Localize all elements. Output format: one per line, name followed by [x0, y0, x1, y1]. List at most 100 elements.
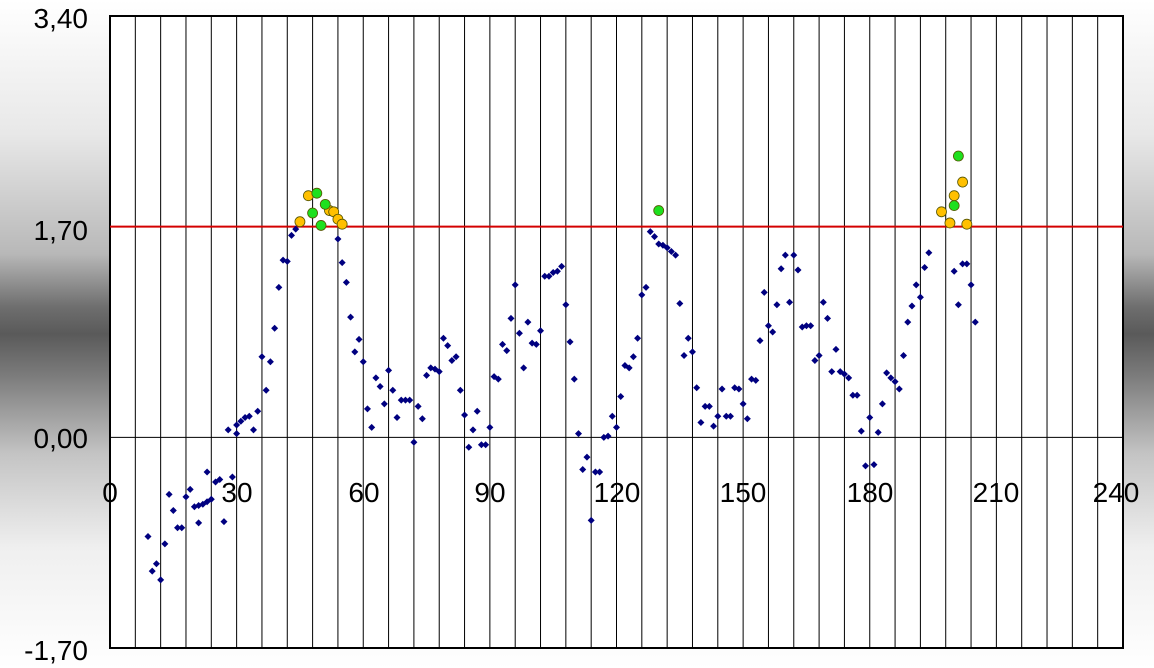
data-point — [613, 423, 620, 431]
data-point — [342, 278, 350, 286]
data-point — [220, 518, 228, 526]
data-point — [338, 259, 346, 267]
data-point — [971, 318, 979, 326]
data-point — [650, 233, 658, 241]
data-point — [562, 301, 570, 309]
data-point — [722, 412, 730, 420]
data-point — [271, 324, 279, 332]
data-point — [718, 385, 726, 393]
data-point — [228, 473, 236, 481]
x-tick-label-240: 240 — [1093, 477, 1140, 508]
data-point — [916, 293, 924, 301]
x-tick-label-90: 90 — [474, 477, 505, 508]
x-tick-label-30: 30 — [221, 477, 252, 508]
highlight-point-green — [311, 187, 323, 199]
data-point — [591, 468, 599, 476]
data-point — [735, 385, 743, 393]
data-point — [857, 427, 865, 435]
highlight-point-orange — [294, 216, 306, 228]
data-point — [292, 225, 300, 233]
data-point — [406, 396, 414, 404]
highlight-point-green — [307, 207, 319, 219]
data-point — [684, 334, 692, 342]
data-point — [499, 340, 507, 348]
data-point — [245, 412, 253, 420]
data-point — [401, 396, 409, 404]
data-point — [667, 247, 675, 255]
y-tick-label-1-70: 1,70 — [34, 215, 89, 246]
data-point — [520, 364, 528, 372]
data-point — [414, 402, 422, 410]
data-point — [169, 506, 177, 514]
data-point — [368, 423, 376, 431]
data-point — [815, 352, 823, 360]
data-point — [203, 468, 211, 476]
data-point — [477, 441, 485, 449]
data-point — [828, 368, 836, 376]
data-point — [363, 405, 371, 413]
data-point — [604, 432, 612, 440]
x-tick-label-210: 210 — [973, 477, 1020, 508]
data-point — [448, 357, 456, 365]
data-point — [752, 376, 760, 384]
data-point — [444, 342, 452, 350]
data-point — [262, 386, 270, 394]
data-point — [410, 438, 418, 446]
data-point — [473, 407, 481, 415]
data-point — [676, 299, 684, 307]
data-point — [629, 353, 637, 361]
data-point — [570, 375, 578, 383]
highlight-point-orange — [336, 218, 348, 230]
data-point — [439, 334, 447, 342]
data-point — [840, 370, 848, 378]
data-point — [925, 249, 933, 257]
data-point — [853, 391, 861, 399]
data-point — [351, 348, 359, 356]
data-point — [486, 423, 494, 431]
data-point — [254, 407, 262, 415]
data-point — [174, 524, 182, 532]
data-point — [469, 426, 477, 434]
data-point — [515, 329, 523, 337]
data-point — [250, 426, 258, 434]
data-point — [680, 352, 688, 360]
data-point — [883, 369, 891, 377]
data-point — [372, 374, 380, 382]
data-point — [900, 352, 908, 360]
y-tick-label-3-40: 3,40 — [34, 3, 89, 34]
data-point — [756, 337, 764, 345]
data-point — [148, 567, 156, 575]
data-point — [558, 262, 566, 270]
data-point — [456, 386, 464, 394]
highlight-point-orange — [961, 218, 973, 230]
data-point — [385, 366, 393, 374]
data-point — [182, 493, 190, 501]
y-tick-label-neg-1-70: -1,70 — [24, 635, 88, 666]
data-point — [693, 384, 701, 392]
data-point — [393, 414, 401, 422]
data-point — [186, 485, 194, 493]
data-point — [461, 411, 469, 419]
data-point — [625, 364, 633, 372]
data-point — [764, 322, 772, 330]
data-point — [887, 374, 895, 382]
data-point — [608, 412, 616, 420]
data-point — [819, 298, 827, 306]
data-point — [195, 519, 203, 527]
vertical-gridlines — [134, 16, 1099, 648]
data-point — [583, 453, 591, 461]
data-point — [967, 281, 975, 289]
data-point — [541, 272, 549, 280]
data-point — [157, 576, 165, 584]
data-point — [553, 267, 561, 275]
data-point — [705, 402, 713, 410]
data-point — [537, 327, 545, 335]
data-point — [642, 283, 650, 291]
highlight-point-orange — [948, 190, 960, 202]
data-point — [152, 560, 160, 568]
data-point — [161, 540, 169, 548]
data-point — [688, 348, 696, 356]
highlight-point-green — [952, 150, 964, 162]
data-point — [921, 264, 929, 272]
